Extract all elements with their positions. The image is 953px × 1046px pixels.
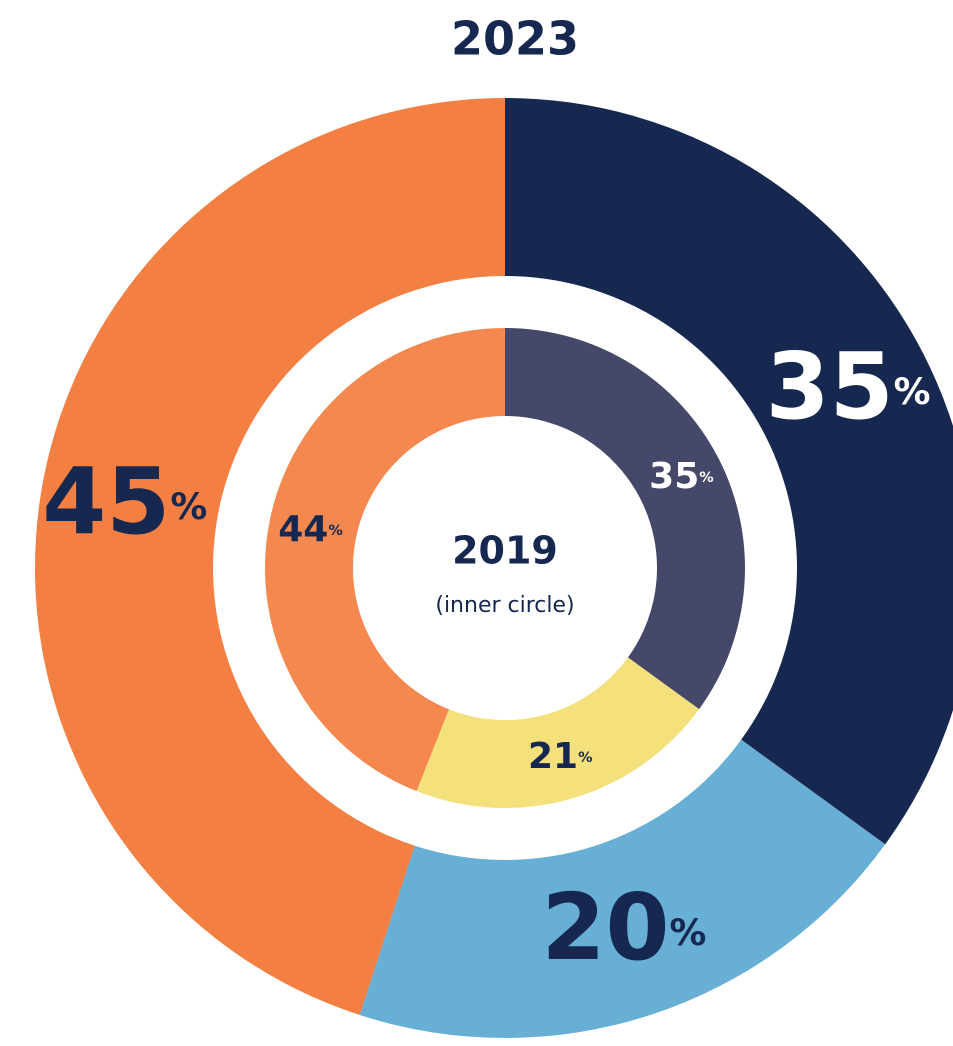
donut-slice xyxy=(416,657,700,809)
value-label: 35% xyxy=(649,456,714,497)
donut-slice xyxy=(264,328,505,792)
value-label: 44% xyxy=(278,509,343,550)
center-subtitle: (inner circle) xyxy=(435,593,574,618)
donut-slice xyxy=(359,739,886,1038)
value-label: 20% xyxy=(542,875,707,982)
value-label: 45% xyxy=(42,448,207,555)
donut-slice xyxy=(505,98,953,845)
value-label: 21% xyxy=(528,736,593,777)
chart-title: 2023 xyxy=(451,12,579,66)
donut-slice xyxy=(505,328,745,710)
value-label: 35% xyxy=(766,334,931,441)
center-title: 2019 xyxy=(452,529,558,573)
donut-slice xyxy=(35,98,505,1015)
